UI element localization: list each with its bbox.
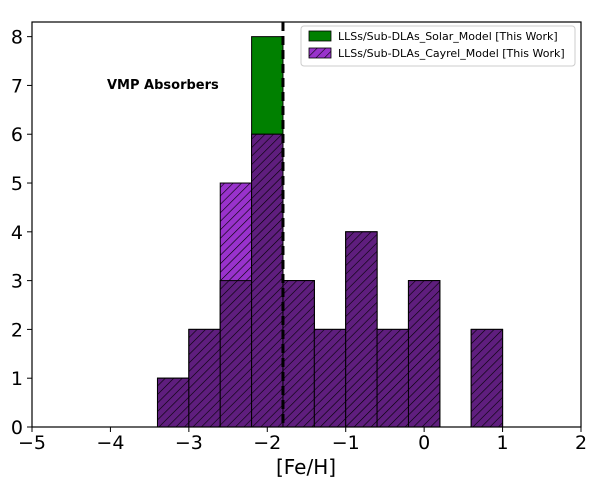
legend-swatch-cayrel-hatch: [309, 48, 331, 58]
y-tick-label: 2: [11, 319, 23, 341]
x-tick-label: −4: [96, 432, 124, 454]
overlap-bar-hatch: [408, 280, 440, 427]
y-axis-ticks: 0 1 2 3 4 5 6 7 8: [11, 27, 32, 439]
x-tick-label: 0: [418, 432, 430, 454]
legend-box: [300, 25, 576, 67]
overlap-bar-hatch: [314, 329, 346, 427]
y-tick-label: 5: [11, 173, 23, 195]
overlap-bar-hatch: [157, 378, 189, 427]
overlap-bars: [156, 133, 504, 428]
x-axis-ticks: −5 −4 −3 −2 −1 0 1 2: [18, 427, 587, 454]
x-tick-label: 1: [497, 432, 509, 454]
overlap-bar-hatch: [188, 329, 221, 427]
y-tick-label: 6: [11, 124, 23, 146]
overlap-bar-hatch: [471, 329, 503, 427]
y-tick-label: 0: [11, 417, 23, 439]
x-axis-title: [Fe/H]: [276, 455, 336, 479]
overlap-bar-hatch: [345, 231, 378, 427]
y-tick-label: 1: [11, 368, 23, 390]
y-tick-label: 7: [11, 75, 23, 97]
x-tick-label: 2: [575, 432, 587, 454]
legend-swatch-solar: [308, 30, 332, 42]
x-tick-label: −2: [253, 432, 281, 454]
y-tick-label: 8: [11, 27, 23, 49]
overlap-bar-hatch: [251, 134, 283, 427]
overlap-bar-hatch: [220, 280, 252, 427]
plot-area-frame: [31, 21, 582, 428]
y-tick-label: 3: [11, 271, 23, 293]
overlap-bar-hatch: [282, 280, 315, 427]
legend-label-cayrel: LLSs/Sub-DLAs_Cayrel_Model [This Work]: [338, 47, 565, 60]
x-tick-label: −3: [175, 432, 203, 454]
legend: LLSs/Sub-DLAs_Solar_Model [This Work] LL…: [300, 25, 576, 67]
legend-label-solar: LLSs/Sub-DLAs_Solar_Model [This Work]: [338, 30, 558, 43]
x-tick-label: −1: [332, 432, 360, 454]
vmp-annotation: VMP Absorbers: [107, 78, 219, 93]
x-tick-label: −5: [18, 432, 46, 454]
overlap-bar-hatch: [377, 329, 409, 427]
y-tick-label: 4: [11, 222, 23, 244]
